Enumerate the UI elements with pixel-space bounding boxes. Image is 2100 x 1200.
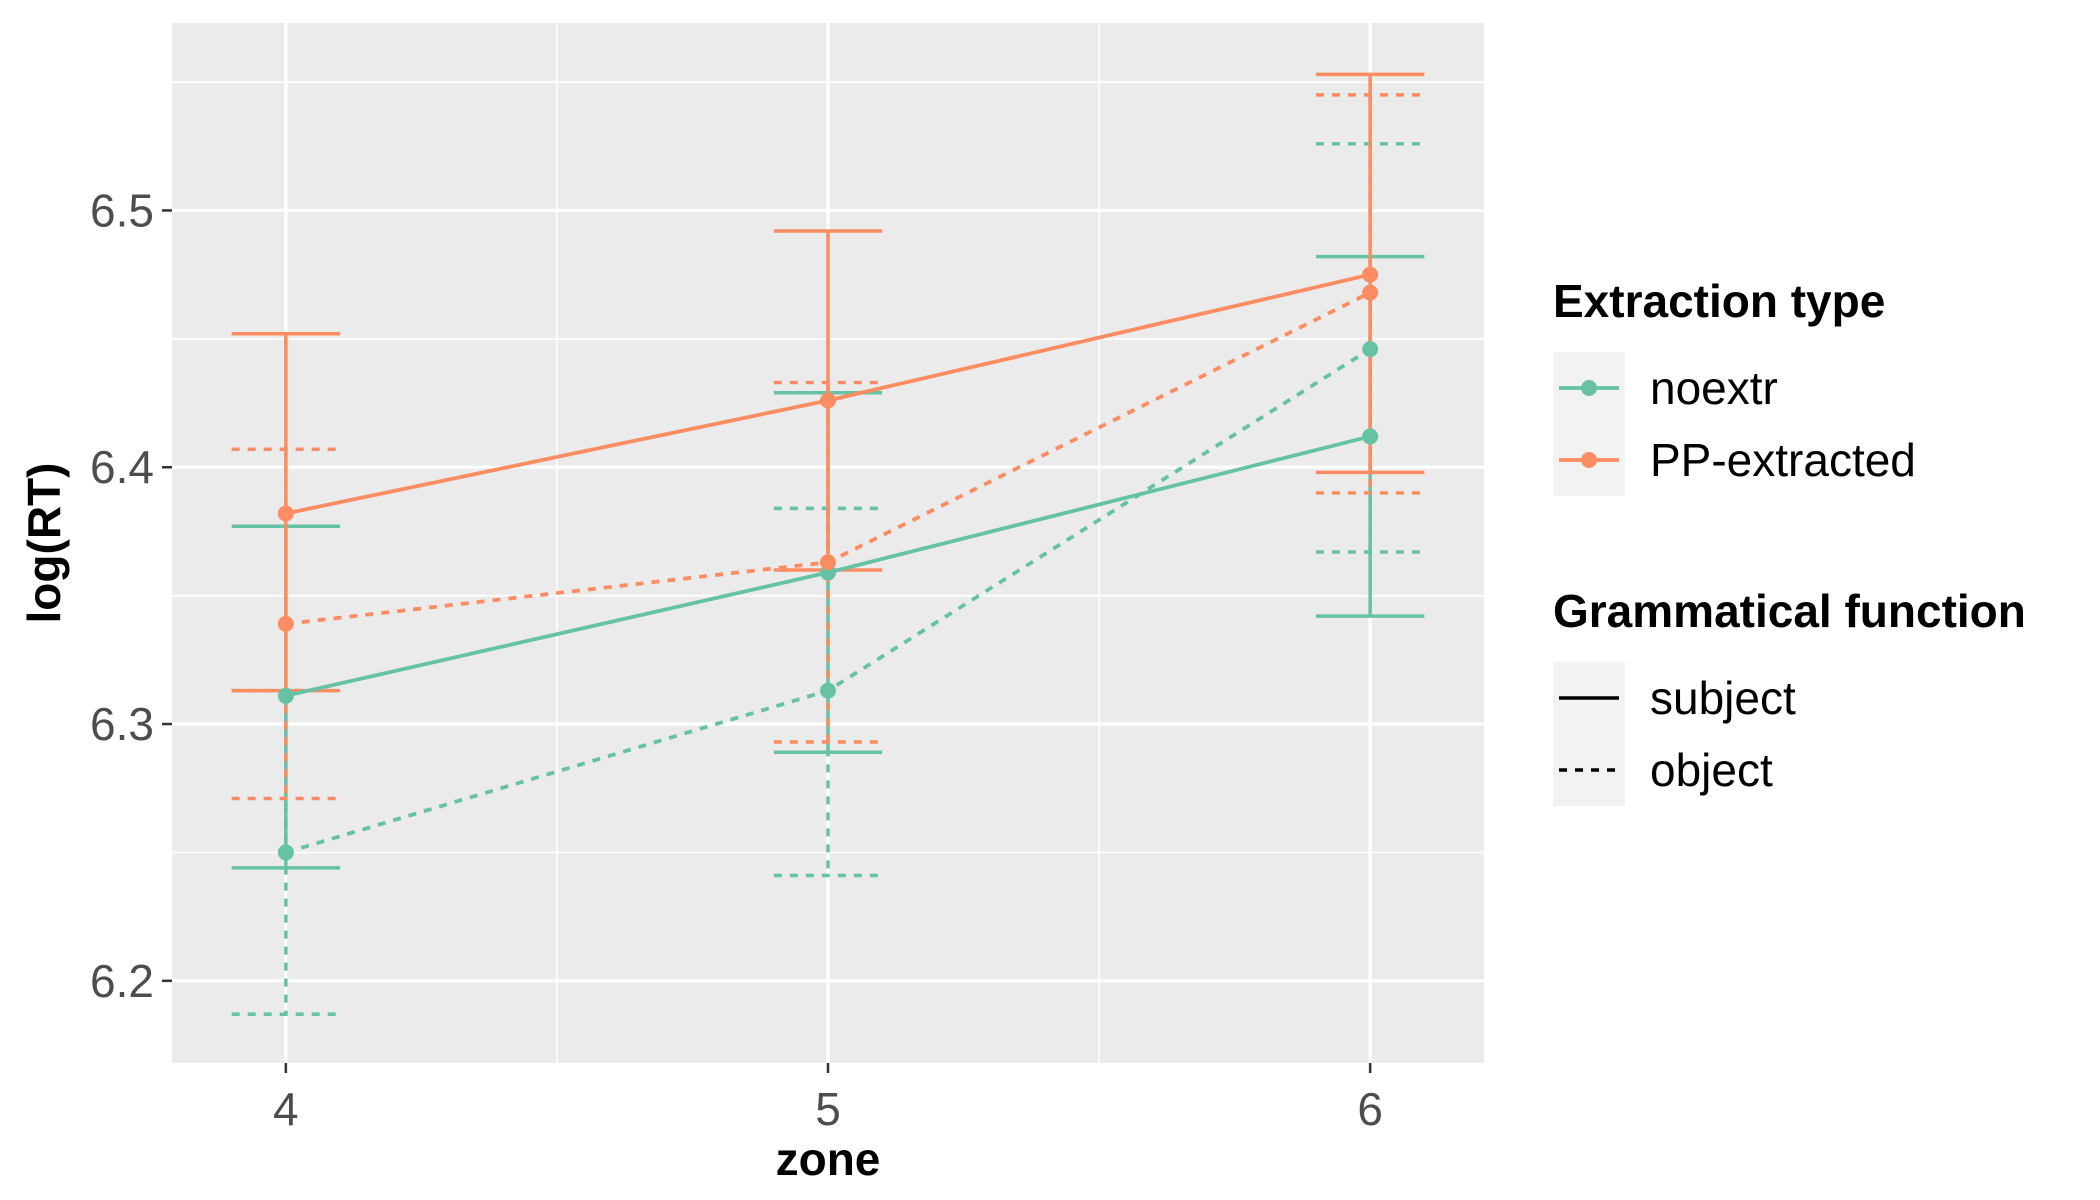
y-tick-label: 6.4 bbox=[90, 441, 154, 493]
x-axis-title: zone bbox=[776, 1133, 881, 1185]
x-axis-ticks: 4 5 6 bbox=[273, 1063, 1383, 1135]
data-point-pp-extracted-object bbox=[820, 554, 836, 571]
data-point-noextr-subject bbox=[277, 687, 294, 704]
data-point-noextr-subject bbox=[1362, 428, 1379, 445]
legend-title-extraction-type: Extraction type bbox=[1553, 275, 1885, 327]
y-tick-label: 6.3 bbox=[90, 698, 154, 750]
data-point-noextr-object bbox=[277, 844, 294, 861]
data-points bbox=[277, 266, 1379, 861]
y-axis-title: log(RT) bbox=[18, 463, 70, 624]
legend-color-keys bbox=[1559, 380, 1619, 468]
y-axis-ticks: 6.2 6.3 6.4 6.5 bbox=[90, 184, 172, 1007]
legend-key-point-pp-extracted bbox=[1581, 452, 1597, 468]
x-tick-label: 5 bbox=[815, 1083, 841, 1135]
legend-key-background bbox=[1553, 352, 1625, 496]
data-point-pp-extracted-object bbox=[277, 615, 294, 632]
legend-title-grammatical-function: Grammatical function bbox=[1553, 585, 2026, 637]
y-tick-label: 6.5 bbox=[90, 184, 154, 236]
legend-label-noextr: noextr bbox=[1650, 362, 1778, 414]
y-tick-label: 6.2 bbox=[90, 955, 154, 1007]
legend-label-pp-extracted: PP-extracted bbox=[1650, 434, 1916, 486]
data-point-pp-extracted-subject bbox=[277, 505, 294, 522]
legend-key-background bbox=[1553, 662, 1625, 806]
data-point-pp-extracted-subject bbox=[1362, 266, 1379, 283]
legend-label-object: object bbox=[1650, 744, 1773, 796]
x-tick-label: 4 bbox=[273, 1083, 299, 1135]
data-point-pp-extracted-object bbox=[1362, 284, 1379, 301]
data-point-noextr-object bbox=[1362, 341, 1379, 358]
legend-label-subject: subject bbox=[1650, 672, 1796, 724]
x-tick-label: 6 bbox=[1357, 1083, 1383, 1135]
legend: Extraction type noextr PP-extracted Gram… bbox=[1553, 275, 2026, 806]
data-point-pp-extracted-subject bbox=[820, 392, 836, 409]
legend-key-point-noextr bbox=[1581, 380, 1597, 396]
data-point-noextr-object bbox=[820, 682, 836, 699]
